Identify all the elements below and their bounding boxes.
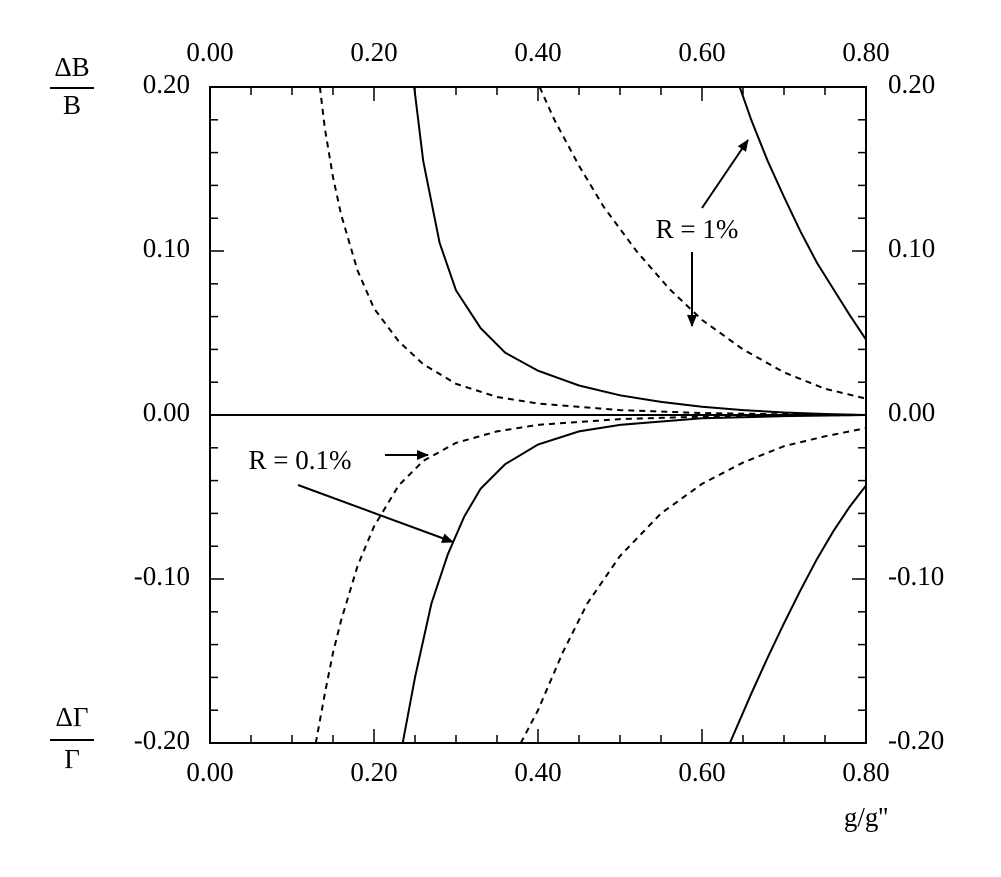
y-tick-label-right: -0.20 (888, 725, 944, 755)
y-tick-label: -0.10 (134, 561, 190, 591)
x-tick-label: 0.60 (678, 757, 725, 787)
annotation-arrow (701, 139, 749, 209)
y-label-bottom-num: ΔΓ (56, 702, 89, 732)
curve (538, 86, 867, 400)
x-tick-label: 0.40 (514, 757, 561, 787)
annotation-arrow (297, 484, 454, 543)
y-label-bottom-den: Γ (64, 744, 80, 774)
curve (401, 414, 867, 744)
y-label-top-num: ΔB (54, 52, 89, 82)
y-tick-label: 0.00 (143, 397, 190, 427)
y-tick-label-right: -0.10 (888, 561, 944, 591)
y-label-top-den: B (63, 90, 81, 120)
x-tick-label: 0.20 (350, 757, 397, 787)
curve (519, 427, 867, 744)
x-label: g/g'' (844, 802, 888, 832)
x-tick-label-top: 0.20 (350, 37, 397, 67)
y-tick-label: -0.20 (134, 725, 190, 755)
curve (738, 86, 867, 341)
curve (318, 86, 867, 416)
x-tick-label: 0.00 (186, 757, 233, 787)
y-tick-label-right: 0.00 (888, 397, 935, 427)
x-tick-label-top: 0.00 (186, 37, 233, 67)
y-tick-label-right: 0.10 (888, 233, 935, 263)
x-tick-label-top: 0.60 (678, 37, 725, 67)
annotation: R = 0.1% (249, 445, 352, 475)
curve (728, 484, 867, 744)
y-tick-label-right: 0.20 (888, 69, 935, 99)
x-tick-label-top: 0.40 (514, 37, 561, 67)
curve (413, 86, 867, 416)
annotation: R = 1% (656, 214, 739, 244)
curve (314, 414, 867, 744)
y-tick-label: 0.20 (143, 69, 190, 99)
x-tick-label: 0.80 (842, 757, 889, 787)
x-tick-label-top: 0.80 (842, 37, 889, 67)
y-tick-label: 0.10 (143, 233, 190, 263)
